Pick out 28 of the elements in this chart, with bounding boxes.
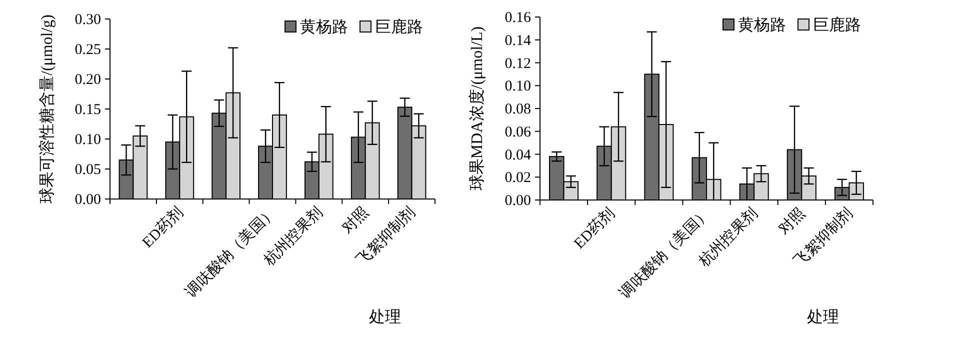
y-tick-label: 0.04: [504, 147, 532, 164]
x-tick-label: ED药剂: [139, 204, 186, 252]
legend-label: 黄杨路: [738, 16, 786, 34]
y-tick-label: 0.16: [504, 10, 532, 26]
y-axis-title: 球果可溶性糖含量/(μmol/g): [38, 14, 56, 204]
legend-label: 巨鹿路: [375, 18, 423, 36]
x-tick-label: ED药剂: [570, 204, 618, 252]
y-tick-label: 0.30: [74, 12, 101, 28]
y-tick-label: 0.08: [504, 102, 531, 118]
y-tick-label: 0.10: [504, 78, 531, 95]
y-tick-label: 0.20: [74, 72, 101, 88]
y-tick-label: 0.14: [504, 32, 532, 49]
x-tick-label: 对照: [775, 204, 808, 238]
y-tick-label: 0.25: [74, 42, 101, 58]
y-tick-label: 0.02: [504, 170, 531, 186]
x-axis-title: 处理: [807, 308, 839, 326]
y-tick-label: 0.15: [74, 102, 101, 118]
y-tick-label: 0.12: [504, 56, 531, 72]
y-tick-label: 0.00: [74, 192, 101, 208]
legend-label: 黄杨路: [300, 18, 348, 36]
y-tick-label: 0.06: [504, 124, 532, 140]
x-axis-title: 处理: [369, 308, 401, 326]
y-tick-label: 0.10: [74, 132, 101, 148]
x-tick-label: 对照: [338, 204, 372, 238]
y-tick-label: 0.00: [504, 193, 531, 209]
legend-label: 巨鹿路: [813, 16, 861, 34]
y-tick-label: 0.05: [74, 162, 101, 178]
y-axis-title: 球果MDA浓度/(μmol/L): [468, 26, 486, 191]
